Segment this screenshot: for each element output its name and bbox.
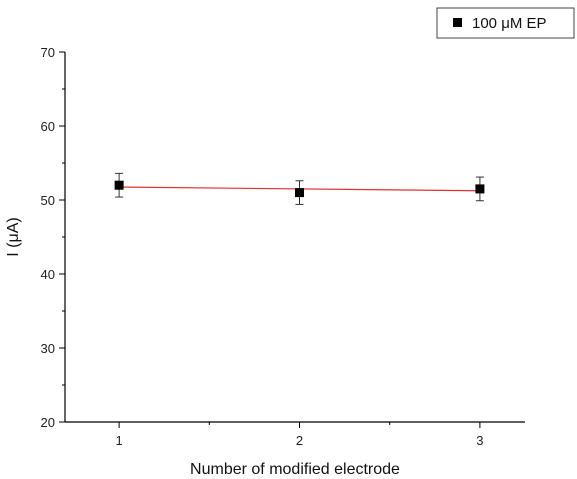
data-point	[475, 184, 485, 194]
x-axis-title: Number of modified electrode	[190, 461, 400, 478]
y-tick-label: 20	[41, 415, 55, 430]
ticks: 20 30 40 50 60 70 1 2 3	[41, 45, 484, 448]
y-tick-label: 40	[41, 267, 55, 282]
data-points	[114, 172, 485, 205]
x-tick-label: 3	[476, 433, 483, 448]
axes	[64, 52, 525, 423]
data-point	[114, 180, 124, 190]
y-tick-label: 50	[41, 193, 55, 208]
y-tick-label: 70	[41, 45, 55, 60]
x-tick-label: 1	[116, 433, 123, 448]
legend: 100 μM EP	[436, 7, 575, 39]
legend-marker	[453, 18, 462, 27]
y-tick-label: 30	[41, 341, 55, 356]
y-axis-title: I (μA)	[5, 217, 22, 256]
x-tick-label: 2	[296, 433, 303, 448]
y-tick-label: 60	[41, 119, 55, 134]
data-point	[295, 188, 305, 198]
legend-label: 100 μM EP	[472, 15, 547, 32]
